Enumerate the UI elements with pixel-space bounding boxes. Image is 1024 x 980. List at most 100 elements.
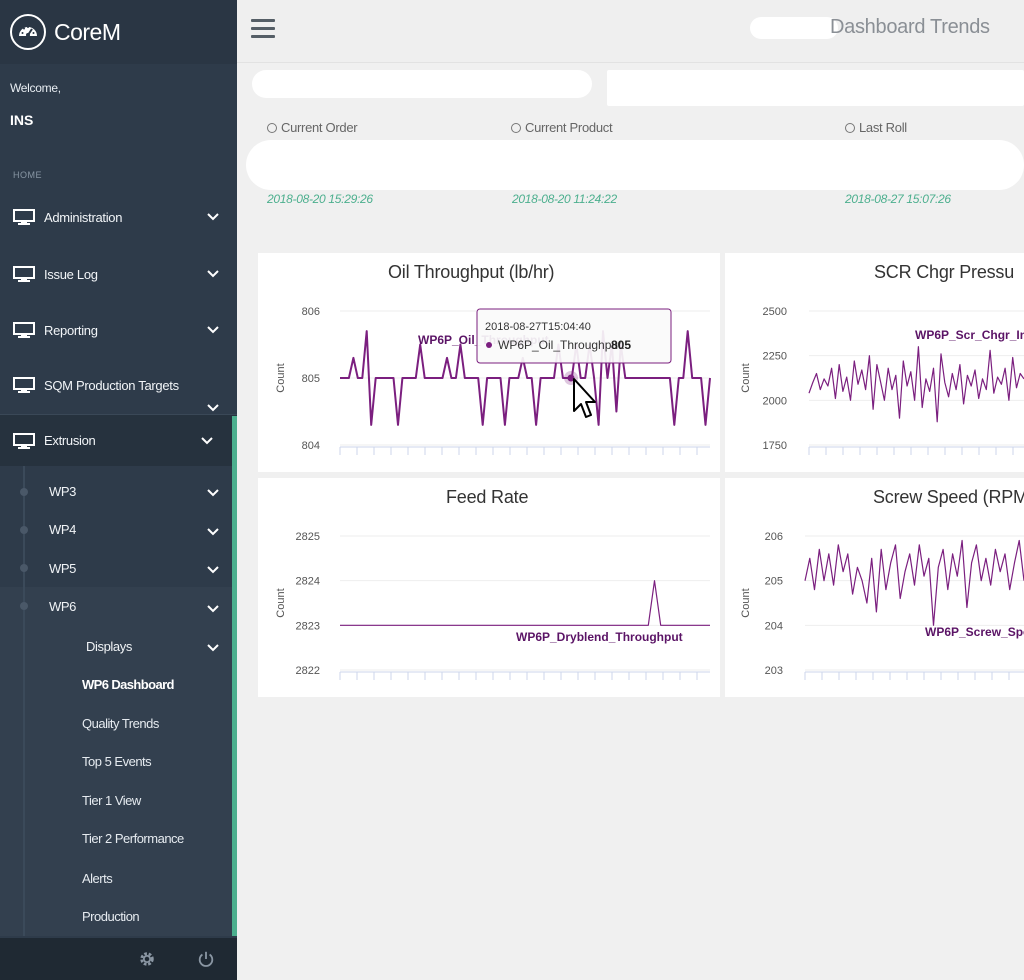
redacted-area: [750, 17, 838, 39]
page-title: Dashboard Trends: [830, 16, 990, 38]
sidebar-item-alerts[interactable]: Alerts: [82, 871, 113, 886]
last-roll-label: Last Roll: [845, 120, 907, 135]
series-label: WP6P_Screw_Spe: [925, 625, 1024, 639]
oil-throughput-chart[interactable]: 806805804CountWP6P_Oil_Throughput2018-08…: [258, 253, 720, 472]
sidebar-item-production[interactable]: Production: [82, 909, 140, 924]
chevron-down-icon: [207, 404, 219, 412]
chevron-down-icon: [201, 436, 213, 444]
monitor-icon: [13, 432, 35, 449]
sidebar-item-label: Extrusion: [44, 433, 96, 448]
chart-title: Feed Rate: [446, 487, 529, 507]
chevron-down-icon: [207, 605, 219, 613]
tree-dot: [20, 602, 28, 610]
sidebar-item-displays[interactable]: Displays: [86, 639, 132, 654]
tooltip-marker: [486, 342, 492, 348]
clock-icon: [845, 123, 855, 133]
tooltip-series: WP6P_Oil_Throughput:: [498, 338, 625, 352]
power-icon[interactable]: [197, 950, 215, 968]
menu-toggle-icon[interactable]: [251, 19, 275, 39]
current-order-label: Current Order: [267, 120, 358, 135]
monitor-icon: [13, 322, 35, 338]
feed-rate-chart[interactable]: 2825 2824 2823 2822 Count WP6P_Dryblend_Throu…: [258, 478, 720, 697]
y-tick-label: 204: [765, 620, 783, 632]
y-tick-label: 205: [765, 576, 783, 588]
clock-icon: [267, 123, 277, 133]
chevron-down-icon: [207, 489, 219, 497]
current-product-label: Current Product: [511, 120, 613, 135]
sidebar-item-label: Administration: [44, 209, 123, 225]
sidebar: CoreM Welcome, INS HOME Administration I…: [0, 0, 237, 980]
sidebar-item-label: SQM Production Targets: [44, 377, 179, 393]
series-line: [340, 330, 711, 426]
y-axis-title: Count: [740, 363, 752, 392]
series-label: WP6P_Scr_Chgr_In: [915, 328, 1024, 342]
user-name: INS: [10, 112, 34, 128]
chevron-down-icon: [207, 213, 219, 221]
current-product-label-text: Current Product: [525, 120, 613, 135]
tree-dot: [20, 488, 28, 496]
wp6-submenu: [0, 587, 232, 936]
scr-chgr-pressure-chart[interactable]: 2500 2250 2000 1750 Count WP6P_Scr_Chgr_In: [725, 253, 1024, 472]
tree-dot: [20, 526, 28, 534]
y-tick-label: 203: [765, 665, 783, 677]
monitor-icon: [13, 266, 35, 282]
clock-icon: [511, 123, 521, 133]
sidebar-item-reporting[interactable]: Reporting: [0, 303, 237, 357]
screw-speed-chart[interactable]: 206 205 204 203 Count WP6P_Screw_Spe: [725, 478, 1024, 697]
sidebar-item-wp6-dashboard[interactable]: WP6 Dashboard: [82, 677, 174, 692]
monitor-icon: [13, 209, 35, 225]
sidebar-item-administration[interactable]: Administration: [0, 190, 237, 244]
y-tick-label: 2500: [763, 306, 787, 318]
sidebar-item-tier-1-view[interactable]: Tier 1 View: [82, 793, 141, 808]
active-section-indicator: [232, 416, 237, 936]
chart-panel-feed-rate: Feed Rate 2825 2824 2823 2822 Count WP6P_Dryb…: [258, 478, 720, 697]
tooltip-timestamp: 2018-08-27T15:04:40: [485, 321, 591, 333]
gear-icon[interactable]: [138, 950, 156, 968]
dashboard-gauge-icon: [10, 14, 46, 50]
top-header: Dashboard Trends: [237, 0, 1024, 63]
current-product-time: 2018-08-20 11:24:22: [512, 192, 617, 206]
last-roll-time: 2018-08-27 15:07:26: [845, 192, 951, 206]
sidebar-item-wp4[interactable]: WP4: [49, 522, 76, 537]
sidebar-footer: [0, 938, 237, 980]
series-line: [340, 580, 710, 626]
chevron-down-icon: [207, 270, 219, 278]
chevron-down-icon: [207, 528, 219, 536]
series-line: [808, 346, 1024, 423]
y-tick-label: 2825: [296, 531, 320, 543]
y-tick-label: 1750: [763, 440, 787, 452]
sidebar-item-tier-2-performance[interactable]: Tier 2 Performance: [82, 831, 184, 846]
y-tick-label: 206: [765, 531, 783, 543]
monitor-icon: [13, 377, 35, 393]
sidebar-item-wp5[interactable]: WP5: [49, 561, 76, 576]
y-tick-label: 806: [302, 306, 320, 318]
sidebar-item-quality-trends[interactable]: Quality Trends: [82, 716, 159, 731]
y-tick-label: 804: [302, 440, 320, 452]
sidebar-item-top-5-events[interactable]: Top 5 Events: [82, 754, 152, 769]
brand-name: CoreM: [54, 18, 121, 45]
y-tick-label: 2824: [296, 576, 320, 588]
brand[interactable]: CoreM: [0, 0, 237, 64]
redacted-area: [607, 70, 1024, 106]
tree-dot: [20, 564, 28, 572]
chart-panel-screw-speed: Screw Speed (RPM 206 205 204 203 Count WP6P_S…: [725, 478, 1024, 697]
tooltip-value: 805: [611, 338, 631, 352]
chart-panel-oil-throughput: Oil Throughput (lb/hr) 806805804CountWP6…: [258, 253, 720, 472]
welcome-text: Welcome,: [10, 81, 61, 95]
chart-panel-scr-chgr-pressure: SCR Chgr Pressu 2500 2250 2000 1750 Count WP6…: [725, 253, 1024, 472]
sidebar-item-extrusion[interactable]: Extrusion: [0, 414, 237, 466]
sidebar-item-sqm-production-targets[interactable]: SQM Production Targets: [0, 358, 237, 412]
current-order-time: 2018-08-20 15:29:26: [267, 192, 373, 206]
redacted-area: [246, 140, 1024, 190]
y-axis-title: Count: [275, 588, 287, 617]
chart-title: SCR Chgr Pressu: [874, 262, 1015, 282]
sidebar-item-label: Issue Log: [44, 266, 98, 282]
y-tick-label: 2822: [296, 665, 320, 677]
sidebar-item-wp3[interactable]: WP3: [49, 484, 76, 499]
sidebar-item-issue-log[interactable]: Issue Log: [0, 247, 237, 301]
series-line: [804, 539, 1024, 626]
y-tick-label: 2000: [763, 395, 787, 407]
y-axis-title: Count: [275, 363, 287, 392]
sidebar-item-wp6[interactable]: WP6: [49, 599, 76, 614]
